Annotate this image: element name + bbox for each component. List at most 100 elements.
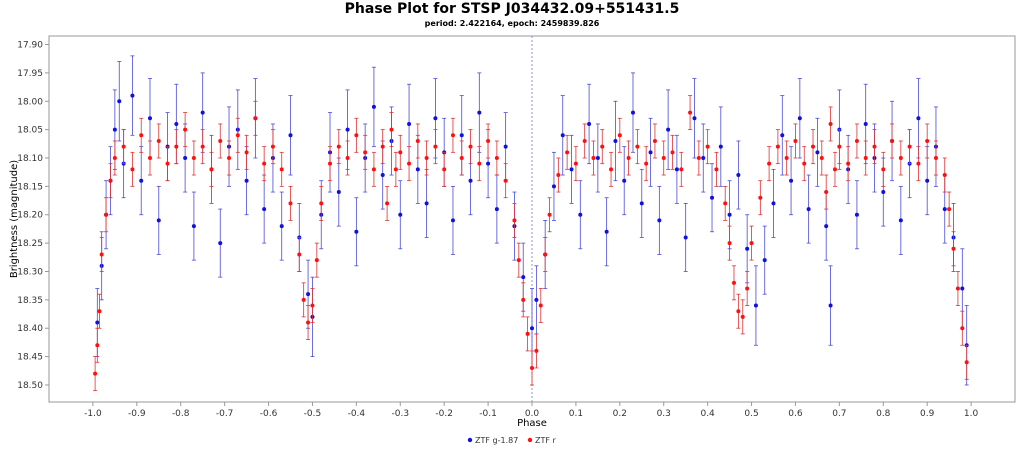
data-point xyxy=(622,178,627,183)
data-point xyxy=(494,156,499,160)
data-point xyxy=(393,167,398,172)
data-point xyxy=(736,309,741,314)
data-point xyxy=(494,207,499,212)
x-tick-label: 0.5 xyxy=(744,409,758,419)
data-point xyxy=(477,161,482,166)
data-point xyxy=(486,161,491,166)
data-point xyxy=(942,173,947,178)
data-point xyxy=(925,178,930,183)
data-point xyxy=(279,224,284,229)
data-point xyxy=(407,121,412,126)
x-tick-label: 1.0 xyxy=(964,409,979,419)
data-point xyxy=(97,309,102,314)
data-point xyxy=(705,144,710,149)
data-point xyxy=(639,201,644,206)
data-point xyxy=(191,224,196,229)
x-tick-label: 0.0 xyxy=(525,409,540,419)
data-point xyxy=(450,218,455,223)
y-tick-label: 17.95 xyxy=(17,69,43,79)
data-point xyxy=(503,144,508,149)
y-tick-label: 18.15 xyxy=(17,182,43,192)
data-point xyxy=(630,110,635,115)
x-tick-label: -0.5 xyxy=(304,409,322,419)
data-point xyxy=(547,212,552,217)
data-point xyxy=(516,258,521,263)
data-point xyxy=(147,116,152,121)
data-point xyxy=(679,167,684,172)
data-point xyxy=(863,121,868,126)
data-point xyxy=(789,178,794,183)
data-point xyxy=(674,167,679,172)
data-point xyxy=(815,150,820,155)
data-point xyxy=(740,314,745,319)
data-point xyxy=(573,161,578,166)
data-point xyxy=(398,212,403,217)
chart-title: Phase Plot for STSP J034432.09+551431.5 xyxy=(344,1,680,17)
data-point xyxy=(714,167,719,172)
data-point xyxy=(336,190,341,195)
data-point xyxy=(525,331,530,336)
data-point xyxy=(371,167,376,172)
data-point xyxy=(534,297,539,302)
data-point xyxy=(117,99,122,104)
data-point xyxy=(587,121,592,126)
y-tick-label: 18.35 xyxy=(17,296,43,306)
data-point xyxy=(784,156,789,160)
data-point xyxy=(345,127,350,132)
data-point xyxy=(723,201,728,206)
data-point xyxy=(297,252,302,257)
data-point xyxy=(521,275,526,280)
data-point xyxy=(156,138,161,143)
data-point xyxy=(244,150,249,155)
data-point xyxy=(890,138,895,143)
data-point xyxy=(898,218,903,223)
data-point xyxy=(407,161,412,166)
legend-label: ZTF r xyxy=(535,436,557,445)
data-point xyxy=(955,286,960,291)
data-point xyxy=(731,280,736,285)
data-point xyxy=(301,297,306,302)
data-point xyxy=(881,167,886,172)
data-point xyxy=(569,167,574,172)
data-point xyxy=(380,173,385,178)
data-point xyxy=(288,133,293,138)
data-point xyxy=(595,156,600,160)
data-point xyxy=(521,297,526,302)
data-point xyxy=(398,150,403,155)
data-point xyxy=(736,173,741,178)
data-point xyxy=(108,178,113,183)
data-point xyxy=(433,144,438,149)
data-point xyxy=(916,116,921,121)
data-point xyxy=(503,178,508,183)
x-tick-label: 0.1 xyxy=(569,409,583,419)
data-point xyxy=(617,133,622,138)
x-tick-label: -0.9 xyxy=(128,409,146,419)
y-tick-label: 18.10 xyxy=(17,154,43,164)
x-tick-label: -0.6 xyxy=(260,409,278,419)
data-point xyxy=(174,121,179,126)
data-point xyxy=(609,167,614,172)
data-point xyxy=(578,212,583,217)
x-tick-label: 0.7 xyxy=(832,409,846,419)
data-point xyxy=(306,292,311,297)
data-point xyxy=(530,365,534,370)
data-point xyxy=(951,246,956,251)
data-point xyxy=(854,212,859,217)
x-tick-label: 0.3 xyxy=(657,409,671,419)
data-point xyxy=(262,161,267,166)
legend-marker xyxy=(527,437,533,443)
data-point xyxy=(964,360,969,365)
y-tick-label: 18.25 xyxy=(17,239,43,249)
data-point xyxy=(898,156,903,160)
data-point xyxy=(670,150,675,155)
data-point xyxy=(837,144,842,149)
data-point xyxy=(328,161,333,166)
data-point xyxy=(832,167,837,172)
data-point xyxy=(652,138,657,143)
data-point xyxy=(512,218,517,223)
data-point xyxy=(130,167,135,172)
data-point xyxy=(648,150,653,155)
data-point xyxy=(701,156,706,160)
data-point xyxy=(183,156,188,160)
data-point xyxy=(758,195,763,200)
